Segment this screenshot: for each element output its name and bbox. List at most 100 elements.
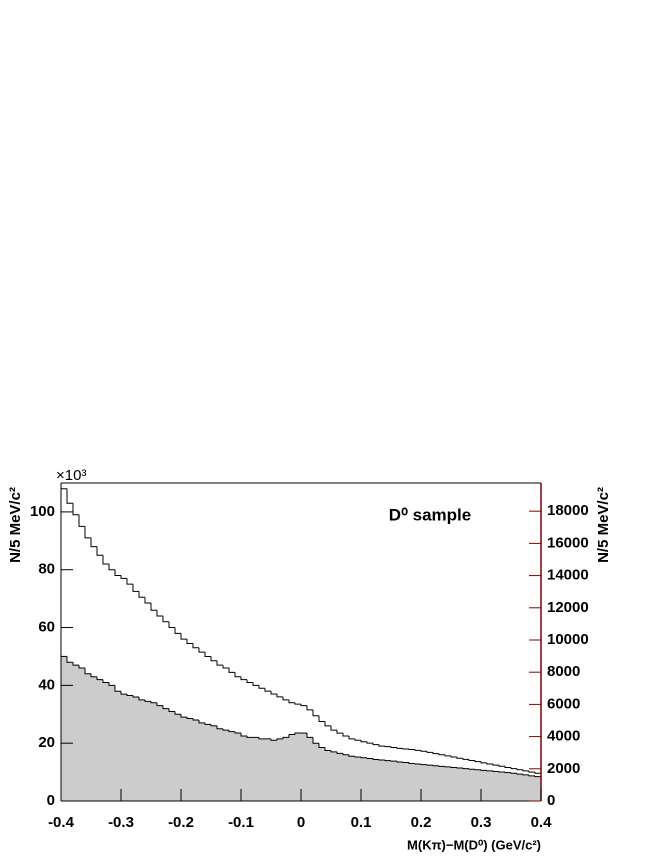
- hist-bar: [295, 733, 301, 801]
- hist-step: [517, 773, 523, 774]
- hist-step: [409, 749, 415, 750]
- hist-step: [433, 752, 439, 753]
- hist-step: [151, 701, 157, 702]
- hist-bar: [79, 668, 85, 801]
- hist-bar: [529, 776, 535, 801]
- hist-step: [379, 745, 385, 746]
- hist-step: [409, 763, 415, 764]
- hist-step: [361, 757, 367, 758]
- hist-step: [313, 710, 319, 716]
- hist-bar: [307, 737, 313, 801]
- hist-bar: [259, 739, 265, 801]
- hist-step: [295, 703, 301, 704]
- hist-bar: [271, 740, 277, 801]
- hist-bar: [325, 750, 331, 801]
- hist-bar: [163, 709, 169, 801]
- hist-step: [103, 680, 109, 683]
- y-multiplier: ×10³: [56, 467, 86, 484]
- hist-step: [343, 733, 349, 736]
- hist-step: [373, 743, 379, 744]
- hist-bar: [145, 701, 151, 801]
- hist-bar: [175, 714, 181, 801]
- hist-bar: [235, 733, 241, 801]
- hist-step: [451, 767, 457, 768]
- hist-step: [385, 760, 391, 761]
- hist-step: [211, 656, 217, 660]
- hist-step: [187, 639, 193, 643]
- y2-tick-label: 18000: [547, 502, 589, 519]
- y-tick-label: 100: [30, 503, 55, 520]
- hist-step: [157, 703, 163, 706]
- hist-step: [535, 776, 541, 777]
- hist-bar: [211, 726, 217, 801]
- hist-bar: [181, 717, 187, 801]
- hist-step: [475, 761, 481, 762]
- hist-bar: [247, 737, 253, 801]
- hist-step: [463, 768, 469, 769]
- x-tick-label: -0.2: [168, 814, 194, 831]
- hist-step: [217, 726, 223, 729]
- hist-step: [493, 771, 499, 772]
- hist-step: [193, 719, 199, 720]
- hist-step: [403, 748, 409, 749]
- hist-step: [463, 758, 469, 759]
- hist-bar: [169, 711, 175, 801]
- hist-step: [439, 766, 445, 767]
- hist-bar: [517, 774, 523, 801]
- hist-step: [181, 633, 187, 639]
- hist-bar: [373, 759, 379, 801]
- hist-bar: [511, 773, 517, 801]
- hist-step: [271, 739, 277, 740]
- hist-step: [517, 769, 523, 770]
- hist-step: [127, 578, 133, 584]
- hist-bar: [205, 724, 211, 801]
- hist-step: [211, 724, 217, 725]
- hist-step: [85, 668, 91, 674]
- hist-step: [199, 720, 205, 723]
- hist-step: [187, 717, 193, 718]
- hist-step: [511, 767, 517, 768]
- hist-step: [493, 764, 499, 765]
- hist-bar: [415, 764, 421, 801]
- hist-step: [259, 685, 265, 688]
- hist-step: [337, 752, 343, 753]
- y2-tick-label: 8000: [547, 663, 580, 680]
- hist-bar: [109, 685, 115, 801]
- hist-step: [127, 694, 133, 695]
- hist-step: [241, 733, 247, 736]
- hist-step: [235, 672, 241, 676]
- x-tick-label: -0.1: [228, 814, 254, 831]
- hist-bar: [445, 767, 451, 801]
- hist-step: [223, 665, 229, 668]
- hist-step: [283, 697, 289, 700]
- y-tick-label: 80: [38, 561, 55, 578]
- hist-step: [229, 730, 235, 731]
- hist-step: [73, 662, 79, 665]
- hist-bar: [157, 706, 163, 801]
- hist-step: [97, 547, 103, 556]
- hist-step: [451, 756, 457, 757]
- hist-step: [307, 706, 313, 710]
- hist-step: [229, 668, 235, 672]
- hist-step: [511, 773, 517, 774]
- hist-step: [163, 706, 169, 709]
- hist-bar: [499, 772, 505, 801]
- hist-step: [361, 740, 367, 741]
- hist-bar: [139, 700, 145, 801]
- y-tick-label: 40: [38, 676, 55, 693]
- hist-step: [109, 564, 115, 570]
- hist-bar: [433, 766, 439, 801]
- hist-step: [169, 709, 175, 712]
- hist-bar: [469, 769, 475, 801]
- hist-bar: [367, 758, 373, 801]
- hist-bar: [451, 768, 457, 801]
- hist-bar: [277, 739, 283, 801]
- hist-bar: [199, 723, 205, 801]
- hist-step: [523, 774, 529, 775]
- hist-step: [169, 622, 175, 628]
- x-tick-label: 0.4: [531, 814, 553, 831]
- hist-bar: [253, 737, 259, 801]
- hist-step: [121, 576, 127, 579]
- hist-bar: [397, 762, 403, 801]
- hist-step: [367, 742, 373, 743]
